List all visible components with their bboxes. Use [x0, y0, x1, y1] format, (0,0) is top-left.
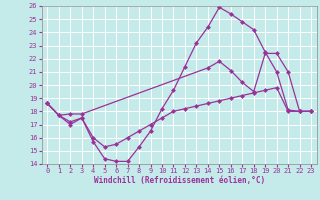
- X-axis label: Windchill (Refroidissement éolien,°C): Windchill (Refroidissement éolien,°C): [94, 176, 265, 185]
